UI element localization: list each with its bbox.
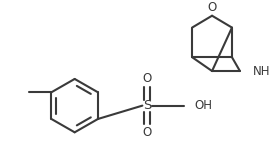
Text: O: O: [143, 73, 152, 85]
Text: O: O: [143, 126, 152, 139]
Text: O: O: [207, 1, 217, 14]
Text: S: S: [143, 99, 152, 112]
Text: OH: OH: [194, 99, 212, 112]
Text: NH: NH: [253, 65, 270, 78]
